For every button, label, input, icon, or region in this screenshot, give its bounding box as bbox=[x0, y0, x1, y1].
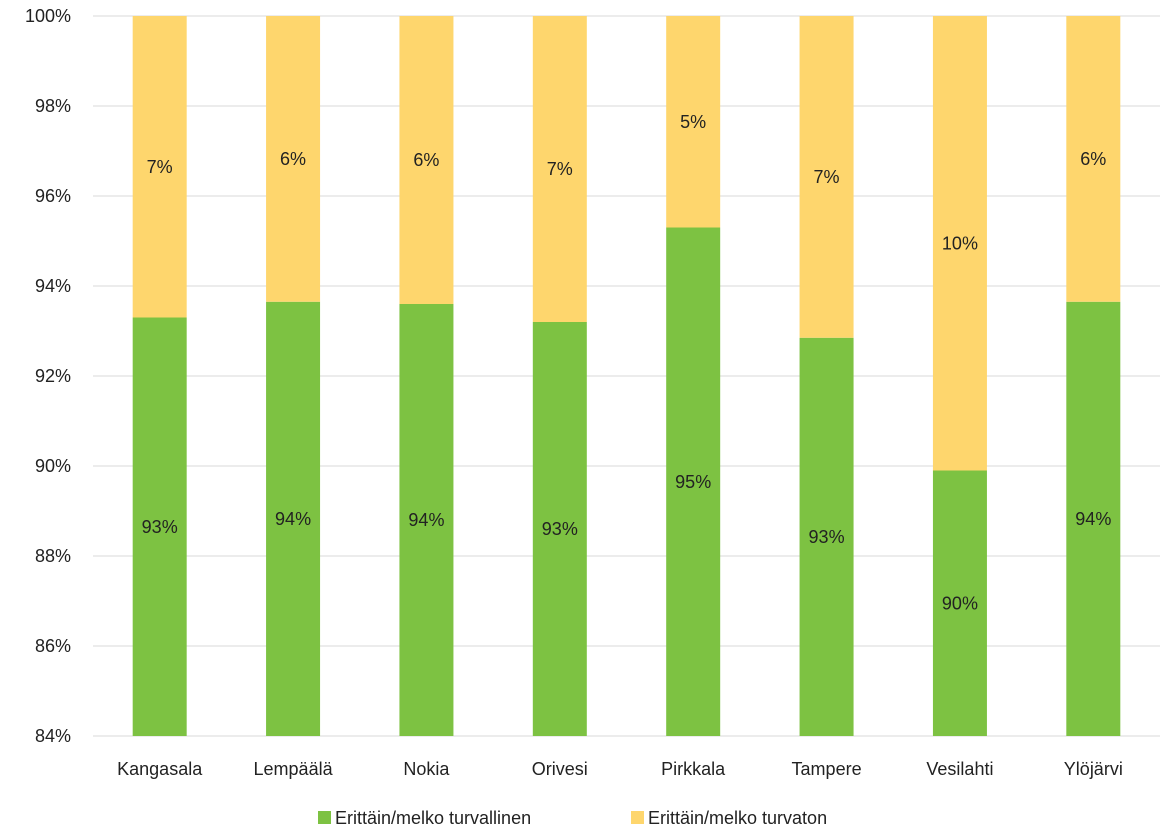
bar-segment bbox=[399, 304, 454, 736]
bar-segment bbox=[266, 16, 321, 302]
data-label: 93% bbox=[542, 519, 578, 539]
data-label: 7% bbox=[814, 167, 840, 187]
y-tick-label: 90% bbox=[35, 456, 71, 476]
bar-segment bbox=[532, 322, 587, 736]
y-tick-label: 84% bbox=[35, 726, 71, 746]
x-category-label: Tampere bbox=[792, 759, 862, 779]
data-label: 10% bbox=[942, 233, 978, 253]
data-label: 93% bbox=[809, 527, 845, 547]
legend-label: Erittäin/melko turvallinen bbox=[335, 808, 531, 828]
bar-segment bbox=[399, 16, 454, 304]
x-category-label: Lempäälä bbox=[254, 759, 334, 779]
y-tick-label: 88% bbox=[35, 546, 71, 566]
bar-segment bbox=[1066, 301, 1121, 736]
bar-segment bbox=[799, 337, 854, 736]
data-label: 94% bbox=[1075, 509, 1111, 529]
bar-segment bbox=[266, 301, 321, 736]
x-category-label: Orivesi bbox=[532, 759, 588, 779]
x-category-label: Ylöjärvi bbox=[1064, 759, 1123, 779]
data-labels: 93% 7% 94% 6% 94% 6% 93% 7% 95% 5% 93% 7% 90% 10% 94% 6… bbox=[142, 112, 1112, 614]
bar-segment bbox=[666, 16, 721, 228]
y-axis-tick-labels: 84% 86% 88% 90% 92% 94% 96% 98% 100% bbox=[25, 6, 71, 746]
legend-swatch bbox=[318, 811, 331, 824]
legend: Erittäin/melko turvallinen Erittäin/melko… bbox=[318, 808, 827, 828]
data-label: 6% bbox=[413, 150, 439, 170]
data-label: 7% bbox=[547, 159, 573, 179]
data-label: 93% bbox=[142, 517, 178, 537]
y-tick-label: 100% bbox=[25, 6, 71, 26]
y-tick-label: 96% bbox=[35, 186, 71, 206]
x-category-label: Nokia bbox=[403, 759, 450, 779]
bar-segment bbox=[932, 16, 987, 471]
gridlines bbox=[93, 15, 1160, 737]
bar-segment bbox=[532, 16, 587, 322]
data-label: 7% bbox=[147, 157, 173, 177]
legend-swatch bbox=[631, 811, 644, 824]
bar-segment bbox=[666, 227, 721, 736]
y-tick-label: 86% bbox=[35, 636, 71, 656]
data-label: 6% bbox=[280, 149, 306, 169]
data-label: 90% bbox=[942, 593, 978, 613]
bar-segment bbox=[132, 16, 187, 318]
legend-label: Erittäin/melko turvaton bbox=[648, 808, 827, 828]
bar-segment bbox=[799, 16, 854, 338]
bar-segment bbox=[1066, 16, 1121, 302]
data-label: 5% bbox=[680, 112, 706, 132]
x-category-label: Pirkkala bbox=[661, 759, 726, 779]
bar-segment bbox=[132, 317, 187, 736]
data-label: 94% bbox=[408, 510, 444, 530]
x-category-label: Vesilahti bbox=[926, 759, 993, 779]
x-category-label: Kangasala bbox=[117, 759, 203, 779]
bar-segment bbox=[932, 470, 987, 736]
bars bbox=[132, 16, 1121, 736]
y-tick-label: 92% bbox=[35, 366, 71, 386]
data-label: 94% bbox=[275, 509, 311, 529]
y-tick-label: 98% bbox=[35, 96, 71, 116]
y-tick-label: 94% bbox=[35, 276, 71, 296]
data-label: 95% bbox=[675, 472, 711, 492]
data-label: 6% bbox=[1080, 149, 1106, 169]
x-axis-category-labels: Kangasala Lempäälä Nokia Orivesi Pirkkala Tam… bbox=[117, 759, 1123, 779]
